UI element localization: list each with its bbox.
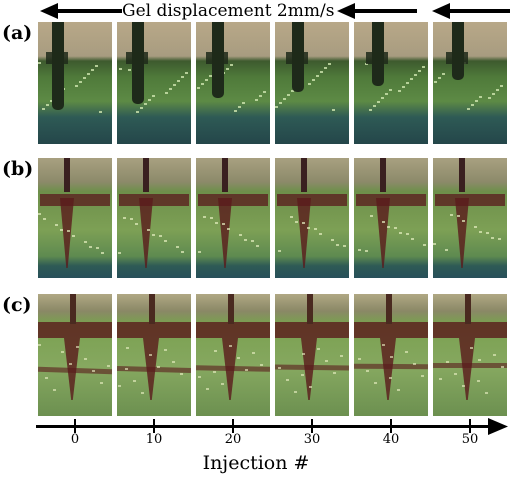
axis-title: Injection #: [202, 452, 310, 474]
axis-tick-5: [469, 419, 471, 433]
axis-tick-label-0: 0: [70, 432, 80, 447]
gel-displacement-label: Gel displacement 2mm/s: [122, 1, 335, 21]
top-arrow-mid-shaft: [353, 9, 417, 13]
photo-panel-b-0: [38, 158, 112, 278]
axis-tick-label-3: 30: [303, 432, 321, 447]
photo-panel-b-4: [354, 158, 428, 278]
photo-panel-b-5: [433, 158, 507, 278]
photo-panel-a-3: [275, 22, 349, 144]
photo-panel-a-4: [354, 22, 428, 144]
photo-panel-b-3: [275, 158, 349, 278]
axis-tick-label-2: 20: [224, 432, 242, 447]
top-arrow-left-shaft: [56, 9, 122, 13]
row-label-0: (a): [2, 22, 33, 44]
photo-panel-c-0: [38, 294, 112, 416]
axis-tick-3: [311, 419, 313, 433]
row-label-2: (c): [2, 294, 32, 316]
photo-panel-b-2: [196, 158, 270, 278]
axis-tick-2: [232, 419, 234, 433]
photo-panel-a-0: [38, 22, 112, 144]
axis-tick-4: [390, 419, 392, 433]
photo-panel-c-1: [117, 294, 191, 416]
photo-panel-b-1: [117, 158, 191, 278]
row-label-1: (b): [2, 158, 34, 180]
axis-tick-label-5: 50: [461, 432, 479, 447]
axis-tick-label-1: 10: [145, 432, 163, 447]
top-arrow-right-head: [432, 3, 450, 19]
photo-panel-a-1: [117, 22, 191, 144]
photo-panel-c-4: [354, 294, 428, 416]
photo-panel-c-3: [275, 294, 349, 416]
axis-tick-1: [153, 419, 155, 433]
axis-tick-label-4: 40: [382, 432, 400, 447]
bottom-axis-arrowhead: [488, 418, 508, 435]
photo-panel-a-5: [433, 22, 507, 144]
top-arrow-mid-head: [337, 3, 355, 19]
photo-panel-c-5: [433, 294, 507, 416]
top-arrow-right-shaft: [448, 9, 510, 13]
axis-tick-0: [74, 419, 76, 433]
photo-panel-c-2: [196, 294, 270, 416]
photo-panel-a-2: [196, 22, 270, 144]
bottom-axis-line: [36, 425, 488, 428]
top-arrow-left-head: [40, 3, 58, 19]
